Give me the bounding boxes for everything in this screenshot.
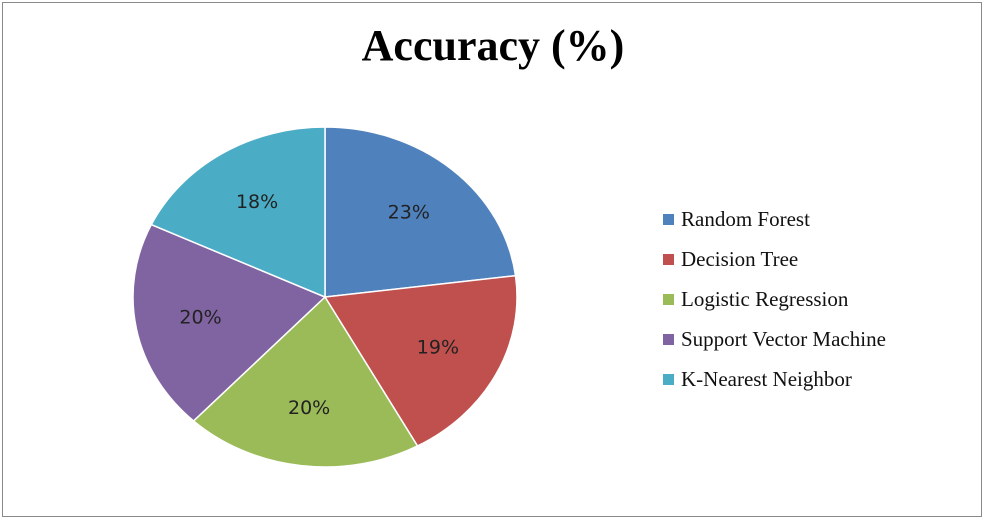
data-label-logistic-regression: 20% bbox=[288, 397, 330, 419]
pie-slice-decision-tree bbox=[323, 274, 518, 447]
legend-label: Decision Tree bbox=[681, 246, 799, 271]
data-label-random-forest: 23% bbox=[388, 201, 430, 223]
legend-item: K-Nearest Neighbor bbox=[663, 359, 983, 399]
data-label-support-vector-machine: 20% bbox=[179, 307, 221, 329]
pie-slice-random-forest bbox=[324, 126, 517, 298]
legend-item: Decision Tree bbox=[663, 239, 983, 279]
pie-slice-support-vector-machine bbox=[132, 223, 327, 422]
legend-swatch bbox=[663, 293, 674, 305]
legend-item: Logistic Regression bbox=[663, 279, 983, 319]
pie-slice-k-nearest-neighbor bbox=[150, 126, 326, 299]
legend: Random Forest Decision Tree Logistic Regre… bbox=[663, 199, 983, 399]
legend-swatch bbox=[663, 253, 674, 265]
pie-slice-logistic-regression bbox=[192, 295, 419, 468]
legend-label: Support Vector Machine bbox=[681, 326, 886, 351]
legend-swatch bbox=[663, 373, 674, 385]
legend-label: Random Forest bbox=[681, 206, 810, 231]
data-label-decision-tree: 19% bbox=[417, 336, 459, 358]
legend-swatch bbox=[663, 213, 674, 225]
legend-label: K-Nearest Neighbor bbox=[681, 366, 852, 391]
legend-item: Support Vector Machine bbox=[663, 319, 983, 359]
legend-item: Random Forest bbox=[663, 199, 983, 239]
legend-swatch bbox=[663, 333, 674, 345]
legend-label: Logistic Regression bbox=[681, 286, 849, 311]
chart-title: Accuracy (%) bbox=[361, 21, 625, 70]
data-label-k-nearest-neighbor: 18% bbox=[236, 191, 278, 213]
